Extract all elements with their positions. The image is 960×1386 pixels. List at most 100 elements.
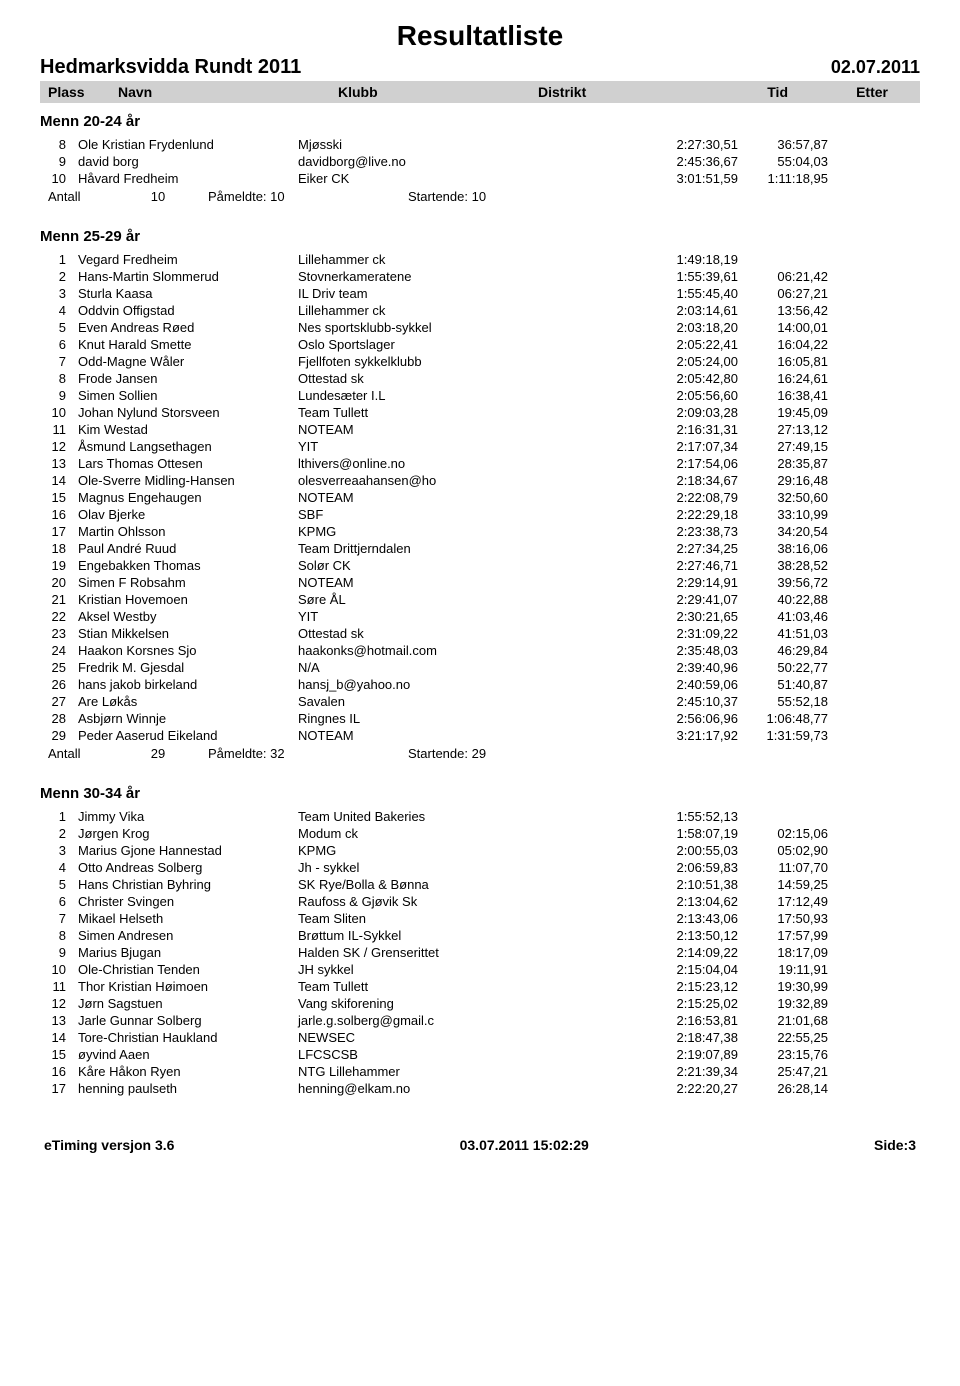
row-navn: Engebakken Thomas (78, 558, 298, 573)
row-distrikt (518, 286, 648, 301)
row-klubb: Modum ck (298, 826, 518, 841)
row-plass: 8 (48, 371, 78, 386)
row-etter: 38:28,52 (738, 558, 828, 573)
row-tid: 2:06:59,83 (648, 860, 738, 875)
result-row: 15øyvind AaenLFCSCSB2:19:07,8923:15,76 (40, 1046, 920, 1063)
row-tid: 1:49:18,19 (648, 252, 738, 267)
row-tid: 2:27:46,71 (648, 558, 738, 573)
row-etter: 27:13,12 (738, 422, 828, 437)
row-klubb: henning@elkam.no (298, 1081, 518, 1096)
row-klubb: Team Tullett (298, 979, 518, 994)
result-row: 24Haakon Korsnes Sjohaakonks@hotmail.com… (40, 642, 920, 659)
row-tid: 2:15:25,02 (648, 996, 738, 1011)
row-distrikt (518, 405, 648, 420)
row-distrikt (518, 388, 648, 403)
row-klubb: YIT (298, 609, 518, 624)
row-plass: 17 (48, 524, 78, 539)
result-row: 18Paul André RuudTeam Drittjerndalen2:27… (40, 540, 920, 557)
row-plass: 2 (48, 826, 78, 841)
row-distrikt (518, 1081, 648, 1096)
result-row: 10Ole-Christian TendenJH sykkel2:15:04,0… (40, 961, 920, 978)
row-tid: 2:15:04,04 (648, 962, 738, 977)
row-plass: 7 (48, 911, 78, 926)
row-navn: david borg (78, 154, 298, 169)
row-distrikt (518, 1030, 648, 1045)
row-plass: 26 (48, 677, 78, 692)
result-row: 21Kristian HovemoenSøre ÅL2:29:41,0740:2… (40, 591, 920, 608)
result-row: 2Hans-Martin SlommerudStovnerkameratene1… (40, 268, 920, 285)
row-navn: Ole-Sverre Midling-Hansen (78, 473, 298, 488)
column-headers: Plass Navn Klubb Distrikt Tid Etter (40, 81, 920, 103)
row-tid: 2:30:21,65 (648, 609, 738, 624)
row-etter: 16:04,22 (738, 337, 828, 352)
result-row: 14Tore-Christian HauklandNEWSEC2:18:47,3… (40, 1029, 920, 1046)
row-tid: 2:10:51,38 (648, 877, 738, 892)
category-title: Menn 30-34 år (40, 785, 920, 802)
row-distrikt (518, 354, 648, 369)
row-etter: 19:30,99 (738, 979, 828, 994)
row-klubb: Mjøsski (298, 137, 518, 152)
row-distrikt (518, 1013, 648, 1028)
row-klubb: lthivers@online.no (298, 456, 518, 471)
row-klubb: Jh - sykkel (298, 860, 518, 875)
summary-row: Antall10Påmeldte: 10Startende: 10 (40, 187, 920, 218)
row-tid: 2:40:59,06 (648, 677, 738, 692)
row-klubb: LFCSCSB (298, 1047, 518, 1062)
row-plass: 7 (48, 354, 78, 369)
result-row: 17henning paulsethhenning@elkam.no2:22:2… (40, 1080, 920, 1097)
row-plass: 21 (48, 592, 78, 607)
result-row: 15Magnus EngehaugenNOTEAM2:22:08,7932:50… (40, 489, 920, 506)
row-etter: 11:07,70 (738, 860, 828, 875)
row-etter: 28:35,87 (738, 456, 828, 471)
row-klubb: Fjellfoten sykkelklubb (298, 354, 518, 369)
row-plass: 5 (48, 877, 78, 892)
result-row: 3Marius Gjone HannestadKPMG2:00:55,0305:… (40, 842, 920, 859)
row-navn: Kim Westad (78, 422, 298, 437)
row-etter: 39:56,72 (738, 575, 828, 590)
row-tid: 1:55:39,61 (648, 269, 738, 284)
row-distrikt (518, 962, 648, 977)
row-navn: Sturla Kaasa (78, 286, 298, 301)
row-tid: 2:35:48,03 (648, 643, 738, 658)
summary-startende: Startende: 29 (408, 746, 608, 761)
event-title: Hedmarksvidda Rundt 2011 (40, 56, 301, 79)
row-klubb: Lillehammer ck (298, 303, 518, 318)
row-klubb: Brøttum IL-Sykkel (298, 928, 518, 943)
row-etter: 32:50,60 (738, 490, 828, 505)
row-klubb: YIT (298, 439, 518, 454)
row-navn: Magnus Engehaugen (78, 490, 298, 505)
row-etter: 21:01,68 (738, 1013, 828, 1028)
row-distrikt (518, 643, 648, 658)
row-tid: 2:45:36,67 (648, 154, 738, 169)
row-distrikt (518, 558, 648, 573)
row-navn: Hans Christian Byhring (78, 877, 298, 892)
row-klubb: Nes sportsklubb-sykkel (298, 320, 518, 335)
result-row: 12Åsmund LangsethagenYIT2:17:07,3427:49,… (40, 438, 920, 455)
row-klubb: Ottestad sk (298, 626, 518, 641)
row-klubb: Vang skiforening (298, 996, 518, 1011)
row-tid: 2:22:20,27 (648, 1081, 738, 1096)
row-plass: 3 (48, 843, 78, 858)
row-navn: hans jakob birkeland (78, 677, 298, 692)
col-etter: Etter (788, 84, 888, 100)
row-distrikt (518, 171, 648, 186)
result-row: 26hans jakob birkelandhansj_b@yahoo.no 2:… (40, 676, 920, 693)
row-tid: 2:19:07,89 (648, 1047, 738, 1062)
footer-center: 03.07.2011 15:02:29 (460, 1137, 589, 1153)
row-distrikt (518, 1064, 648, 1079)
row-navn: Lars Thomas Ottesen (78, 456, 298, 471)
row-klubb: haakonks@hotmail.com (298, 643, 518, 658)
row-plass: 11 (48, 422, 78, 437)
row-klubb: hansj_b@yahoo.no (298, 677, 518, 692)
row-plass: 10 (48, 171, 78, 186)
row-etter: 16:05,81 (738, 354, 828, 369)
row-distrikt (518, 660, 648, 675)
row-navn: Thor Kristian Høimoen (78, 979, 298, 994)
row-distrikt (518, 303, 648, 318)
row-tid: 2:05:42,80 (648, 371, 738, 386)
row-navn: Håvard Fredheim (78, 171, 298, 186)
row-etter: 05:02,90 (738, 843, 828, 858)
row-etter: 1:31:59,73 (738, 728, 828, 743)
row-plass: 2 (48, 269, 78, 284)
result-row: 5Hans Christian ByhringSK Rye/Bolla & Bø… (40, 876, 920, 893)
